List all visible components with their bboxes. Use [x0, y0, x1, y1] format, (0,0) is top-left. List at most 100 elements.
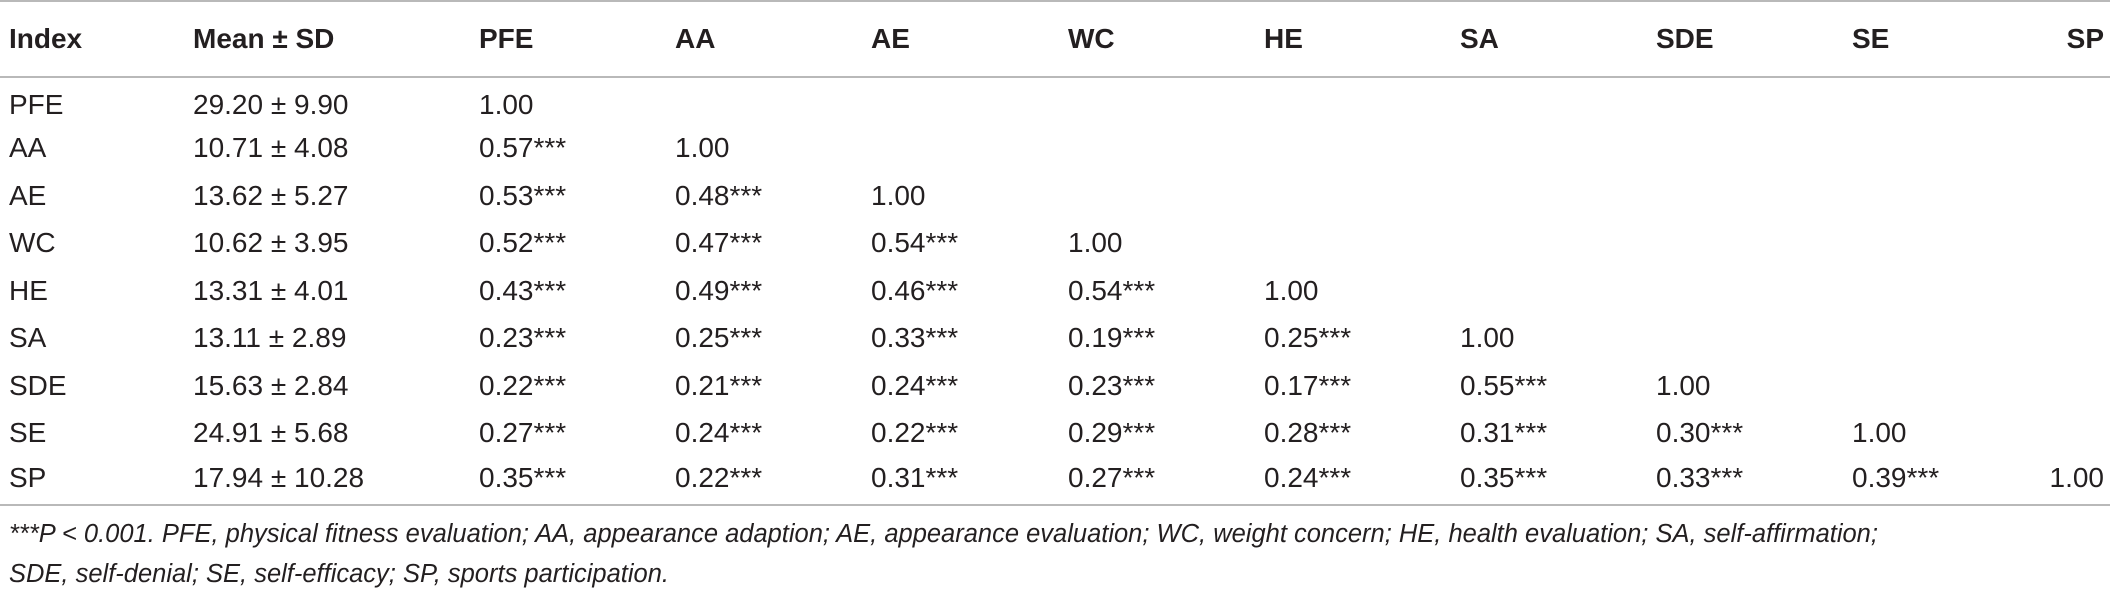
correlation-cell: 0.21*** [675, 369, 763, 401]
correlation-cell [2039, 220, 2110, 268]
correlation-cell [1843, 77, 2039, 125]
table-row: AA 10.71 ± 4.08 0.57*** 1.00 [0, 125, 2110, 173]
correlation-cell [1451, 77, 1647, 125]
column-header: SP [2039, 0, 2110, 78]
correlation-cell [1647, 315, 1843, 363]
correlation-cell: 0.23*** [479, 322, 567, 354]
correlation-cell [1255, 77, 1451, 125]
correlation-cell: 1.00 [1852, 417, 1907, 449]
correlation-cell [1843, 172, 2039, 220]
correlation-cell: 0.24*** [675, 417, 763, 449]
correlation-cell: 0.23*** [1068, 369, 1156, 401]
correlation-cell: 0.54*** [1068, 274, 1156, 306]
correlation-cell [1451, 125, 1647, 173]
table-row: SDE 15.63 ± 2.84 0.22*** 0.21*** 0.24*** 0.23… [0, 362, 2110, 410]
correlation-cell [1059, 125, 1255, 173]
table-row: WC 10.62 ± 3.95 0.52*** 0.47*** 0.54*** 1.00 [0, 220, 2110, 268]
correlation-cell [1843, 220, 2039, 268]
correlation-cell [2039, 172, 2110, 220]
table-row: PFE 29.20 ± 9.90 1.00 [0, 77, 2110, 125]
correlation-cell: 0.27*** [1059, 457, 1255, 506]
correlation-cell: 0.28*** [1264, 417, 1352, 449]
correlation-cell [1255, 125, 1451, 173]
correlation-cell: 0.24*** [1255, 457, 1451, 506]
correlation-cell [1255, 220, 1451, 268]
correlation-cell [1647, 267, 1843, 315]
mean-sd-cell: 13.11 ± 2.89 [193, 322, 347, 354]
column-header: SE [1843, 0, 2039, 78]
mean-sd-cell: 10.62 ± 3.95 [193, 227, 349, 259]
correlation-cell [2039, 77, 2110, 125]
correlation-cell [2039, 362, 2110, 410]
correlation-cell: 0.46*** [871, 274, 959, 306]
row-label: SDE [9, 369, 67, 401]
correlation-cell: 0.27*** [479, 417, 567, 449]
mean-sd-cell: 13.62 ± 5.27 [193, 179, 349, 211]
correlation-cell [1647, 77, 1843, 125]
table-footnote: ***P < 0.001. PFE, physical fitness eval… [9, 514, 2104, 594]
correlation-cell: 0.22*** [479, 369, 567, 401]
correlation-cell: 0.31*** [1460, 417, 1548, 449]
row-label: SP [0, 457, 184, 506]
column-header: AE [862, 0, 1059, 78]
footnote-line-2: SDE, self-denial; SE, self-efficacy; SP,… [9, 559, 669, 588]
correlation-cell: 0.48*** [675, 179, 763, 211]
correlation-cell [2039, 267, 2110, 315]
mean-sd-cell: 15.63 ± 2.84 [193, 369, 349, 401]
correlation-cell [2039, 315, 2110, 363]
table-body: PFE 29.20 ± 9.90 1.00 AA 10.71 ± 4.08 0.57***… [0, 77, 2110, 506]
correlation-cell: 0.30*** [1656, 417, 1744, 449]
correlation-cell: 0.57*** [479, 132, 567, 164]
mean-sd-cell: 24.91 ± 5.68 [193, 417, 349, 449]
correlation-cell: 0.22*** [871, 417, 959, 449]
row-label: WC [9, 227, 56, 259]
correlation-cell: 0.24*** [871, 369, 959, 401]
correlation-cell: 1.00 [479, 89, 534, 121]
mean-sd-cell: 10.71 ± 4.08 [193, 132, 349, 164]
table-header: Index Mean ± SD PFE AA AE WC HE SA SDE SE SP [0, 0, 2110, 78]
correlation-cell: 0.35*** [1451, 457, 1647, 506]
correlation-cell: 0.29*** [1068, 417, 1156, 449]
mean-sd-cell: 29.20 ± 9.90 [193, 89, 349, 121]
mean-sd-cell: 17.94 ± 10.28 [184, 457, 470, 506]
correlation-cell [1255, 172, 1451, 220]
correlation-cell: 1.00 [871, 179, 926, 211]
correlation-cell: 1.00 [1264, 274, 1319, 306]
correlation-cell: 0.31*** [862, 457, 1059, 506]
correlation-cell [862, 77, 1059, 125]
correlation-cell [862, 125, 1059, 173]
correlation-cell [1843, 362, 2039, 410]
correlation-cell [1451, 172, 1647, 220]
header-row: Index Mean ± SD PFE AA AE WC HE SA SDE SE SP [0, 0, 2110, 78]
column-header: SA [1451, 0, 1647, 78]
mean-sd-cell: 13.31 ± 4.01 [193, 274, 349, 306]
correlation-cell: 1.00 [1460, 322, 1515, 354]
table-row: AE 13.62 ± 5.27 0.53*** 0.48*** 1.00 [0, 172, 2110, 220]
table-row: SE 24.91 ± 5.68 0.27*** 0.24*** 0.22*** 0.29*… [0, 410, 2110, 458]
correlation-cell [1647, 220, 1843, 268]
column-header: SDE [1647, 0, 1843, 78]
row-label: PFE [9, 89, 64, 121]
table-row: SA 13.11 ± 2.89 0.23*** 0.25*** 0.33*** 0.19*… [0, 315, 2110, 363]
table-container: Index Mean ± SD PFE AA AE WC HE SA SDE SE SP PFE 29… [0, 0, 2110, 594]
row-label: AE [9, 179, 47, 211]
correlation-cell [1059, 172, 1255, 220]
correlation-cell [1647, 125, 1843, 173]
column-header: PFE [470, 0, 666, 78]
correlation-cell [1843, 315, 2039, 363]
table-row: SP 17.94 ± 10.28 0.35*** 0.22*** 0.31*** 0.27… [0, 457, 2110, 506]
column-header: AA [666, 0, 862, 78]
row-label: HE [9, 274, 48, 306]
correlation-cell: 1.00 [675, 132, 730, 164]
correlation-cell: 0.39*** [1843, 457, 2039, 506]
correlation-cell: 0.33*** [1647, 457, 1843, 506]
correlation-cell: 0.35*** [470, 457, 666, 506]
footnote-line-1: ***P < 0.001. PFE, physical fitness eval… [9, 519, 1878, 548]
row-label: SA [9, 322, 47, 354]
correlation-cell: 0.47*** [675, 227, 763, 259]
correlation-cell [1451, 220, 1647, 268]
row-label: SE [9, 417, 47, 449]
correlation-cell [1843, 267, 2039, 315]
correlation-cell: 0.52*** [479, 227, 567, 259]
correlation-table: Index Mean ± SD PFE AA AE WC HE SA SDE SE SP PFE 29… [0, 0, 2110, 506]
